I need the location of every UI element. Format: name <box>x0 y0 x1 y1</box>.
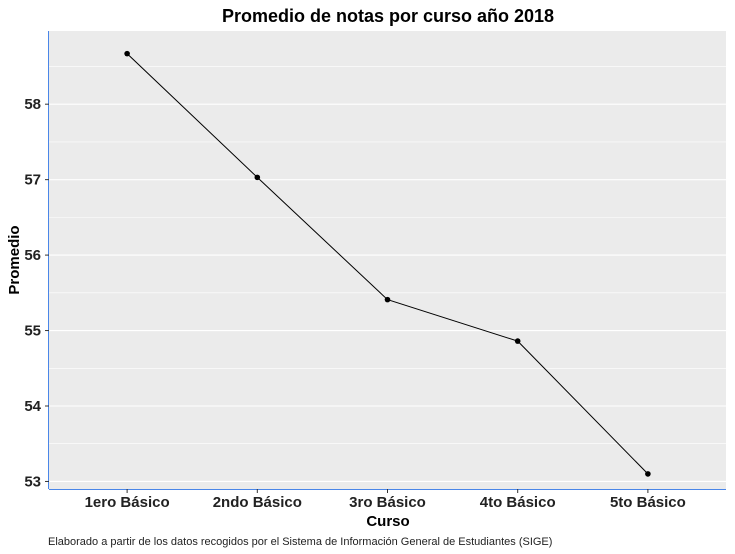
gridlines <box>49 66 726 483</box>
data-point <box>254 174 261 181</box>
y-tick-label: 56 <box>24 247 41 264</box>
data-point <box>384 296 391 303</box>
series-layer <box>124 50 651 477</box>
x-tick-label: 2ndo Básico <box>213 494 302 511</box>
data-point <box>645 471 651 477</box>
y-tick-label: 57 <box>24 172 41 189</box>
y-axis-ticks: 53 54 55 56 57 58 <box>24 96 49 490</box>
chart-title: Promedio de notas por curso año 2018 <box>222 6 554 26</box>
x-tick-label: 1ero Básico <box>85 494 170 511</box>
x-tick-label: 4to Básico <box>480 494 556 511</box>
y-tick-label: 55 <box>24 323 41 340</box>
x-tick-label: 5to Básico <box>610 494 686 511</box>
plot-panel <box>49 31 726 489</box>
x-tick-label: 3ro Básico <box>349 494 426 511</box>
y-axis-title: Promedio <box>6 225 23 294</box>
y-tick-label: 54 <box>24 398 41 415</box>
source-caption: Elaborado a partir de los datos recogido… <box>48 536 552 548</box>
y-tick-label: 58 <box>24 96 41 113</box>
x-axis-ticks: 1ero Básico 2ndo Básico 3ro Básico 4to Bási… <box>85 489 686 511</box>
data-point <box>514 338 521 344</box>
x-axis-title: Curso <box>366 513 409 530</box>
data-point <box>124 50 130 57</box>
y-tick-label: 53 <box>24 473 41 490</box>
